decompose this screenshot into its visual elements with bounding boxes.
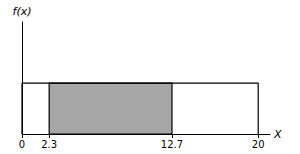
svg-text:f(x): f(x): [13, 5, 32, 18]
svg-text:X: X: [273, 128, 282, 141]
svg-text:0: 0: [19, 139, 25, 150]
svg-text:12.7: 12.7: [161, 139, 183, 150]
svg-text:20: 20: [252, 139, 265, 150]
svg-text:2.3: 2.3: [41, 139, 57, 150]
